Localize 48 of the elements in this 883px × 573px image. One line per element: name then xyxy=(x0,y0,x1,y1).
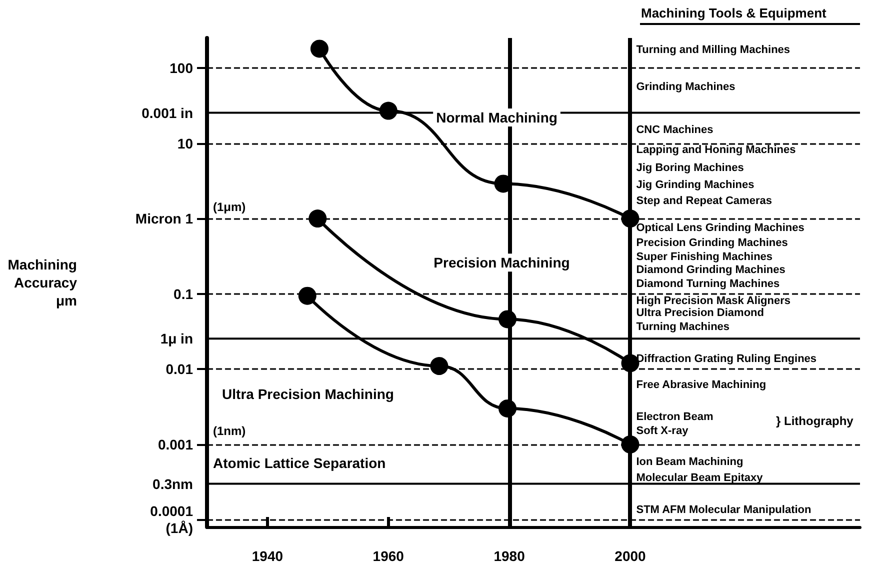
x-tick-label: 1980 xyxy=(494,548,526,564)
annotation: Electron Beam Soft X-ray xyxy=(636,411,714,437)
ref-line-label: 0.3nm xyxy=(152,476,193,492)
text: Machining Tools & Equipment xyxy=(641,6,828,20)
annotation: Precision Grinding Machines xyxy=(636,237,788,249)
annotation: Molecular Beam Epitaxy xyxy=(636,472,764,484)
annotation: Grinding Machines xyxy=(636,81,736,93)
annotation: Diamond Grinding Machines xyxy=(636,264,786,276)
annotation: Diamond Turning Machines xyxy=(636,278,780,290)
annotation: Turning and Milling Machines xyxy=(636,44,790,56)
point xyxy=(430,357,448,375)
point xyxy=(379,102,398,120)
y-tick-label: 0.1 xyxy=(174,286,194,302)
annotation: Step and Repeat Cameras xyxy=(636,195,772,207)
annotation: Diffraction Grating Ruling Engines xyxy=(636,353,817,365)
y-tick-label: 0.01 xyxy=(166,361,194,378)
ref-line-label: 0.001 in xyxy=(142,104,193,121)
annotation: Ultra Precision Diamond Turning Machines xyxy=(636,307,764,333)
point xyxy=(308,210,327,228)
y-axis-title: Machining Accuracy μm xyxy=(8,256,78,308)
series-label: Precision Machining xyxy=(434,254,570,271)
series-label: Normal Machining xyxy=(436,109,558,126)
annotation: Free Abrasive Machining xyxy=(636,379,766,391)
annotation: Jig Grinding Machines xyxy=(636,179,754,191)
annotation: } Lithography xyxy=(776,414,854,428)
annotation: Atomic Lattice Separation xyxy=(213,455,386,471)
annotation: CNC Machines xyxy=(636,124,714,136)
ref-line-label: 1μ in xyxy=(160,330,193,347)
annotation: Optical Lens Grinding Machines xyxy=(636,222,804,234)
annotation: Ion Beam Machining xyxy=(636,456,744,468)
y-tick-label: 10 xyxy=(177,135,194,152)
annotation: (1μm) xyxy=(213,200,246,214)
point xyxy=(298,286,316,305)
y-tick-label: Micron 1 xyxy=(135,210,194,227)
x-tick-label: 1940 xyxy=(252,548,284,564)
annotation: Super Finishing Machines xyxy=(636,251,773,263)
annotation: Lapping and Honing Machines xyxy=(636,144,796,156)
x-tick-label: 1960 xyxy=(372,548,404,564)
annotation: High Precision Mask Aligners xyxy=(636,295,790,307)
y-tick-label: 0.0001 (1Å) xyxy=(150,503,194,536)
annotation: STM AFM Molecular Manipulation xyxy=(636,504,812,516)
series-label: Ultra Precision Machining xyxy=(222,386,394,402)
annotation: (1nm) xyxy=(213,424,246,438)
y-tick-label: 100 xyxy=(170,60,194,76)
y-tick-label: 0.001 xyxy=(158,436,194,452)
x-tick-label: 2000 xyxy=(614,548,646,564)
annotation: Jig Boring Machines xyxy=(636,162,744,174)
point xyxy=(310,40,328,58)
